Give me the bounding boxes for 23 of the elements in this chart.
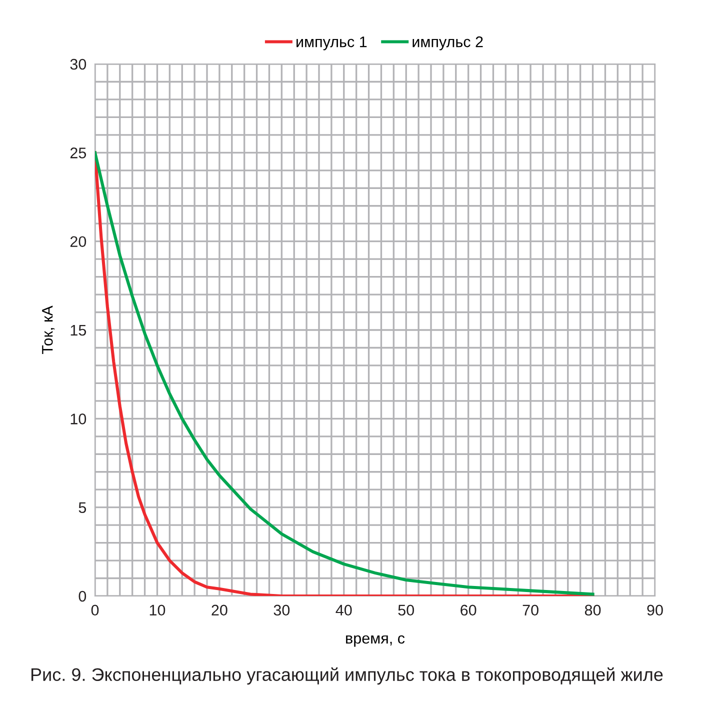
legend-label: импульс 1	[296, 36, 367, 50]
x-tick-label: 40	[336, 604, 352, 616]
x-tick-label: 10	[150, 604, 166, 616]
y-tick-label: 15	[70, 325, 86, 336]
y-tick-label: 10	[70, 414, 86, 424]
x-tick-label: 30	[274, 604, 290, 616]
text: Рис. 9. Экспоненциально угасающий импульс тока в токопроводящей жиле	[31, 667, 663, 685]
x-tick-label: 60	[460, 604, 476, 616]
x-tick-label: 0	[91, 604, 99, 616]
x-tick-label: 70	[522, 604, 538, 616]
x-tick-label: 20	[212, 604, 228, 616]
y-tick-label: 20	[70, 236, 86, 248]
y-tick-label: 30	[70, 58, 86, 70]
line-series	[95, 151, 594, 596]
x-tick-label: 90	[647, 604, 663, 616]
legend-label: импульс 2	[412, 36, 483, 50]
x-axis-title: время, с	[346, 635, 405, 647]
y-tick-label: 5	[78, 502, 86, 514]
x-tick-label: 50	[398, 604, 414, 616]
y-axis-title: Ток, кА	[42, 306, 55, 354]
x-tick-label: 80	[584, 604, 601, 616]
y-tick-label: 0	[78, 590, 86, 602]
y-tick-label: 25	[70, 148, 86, 158]
